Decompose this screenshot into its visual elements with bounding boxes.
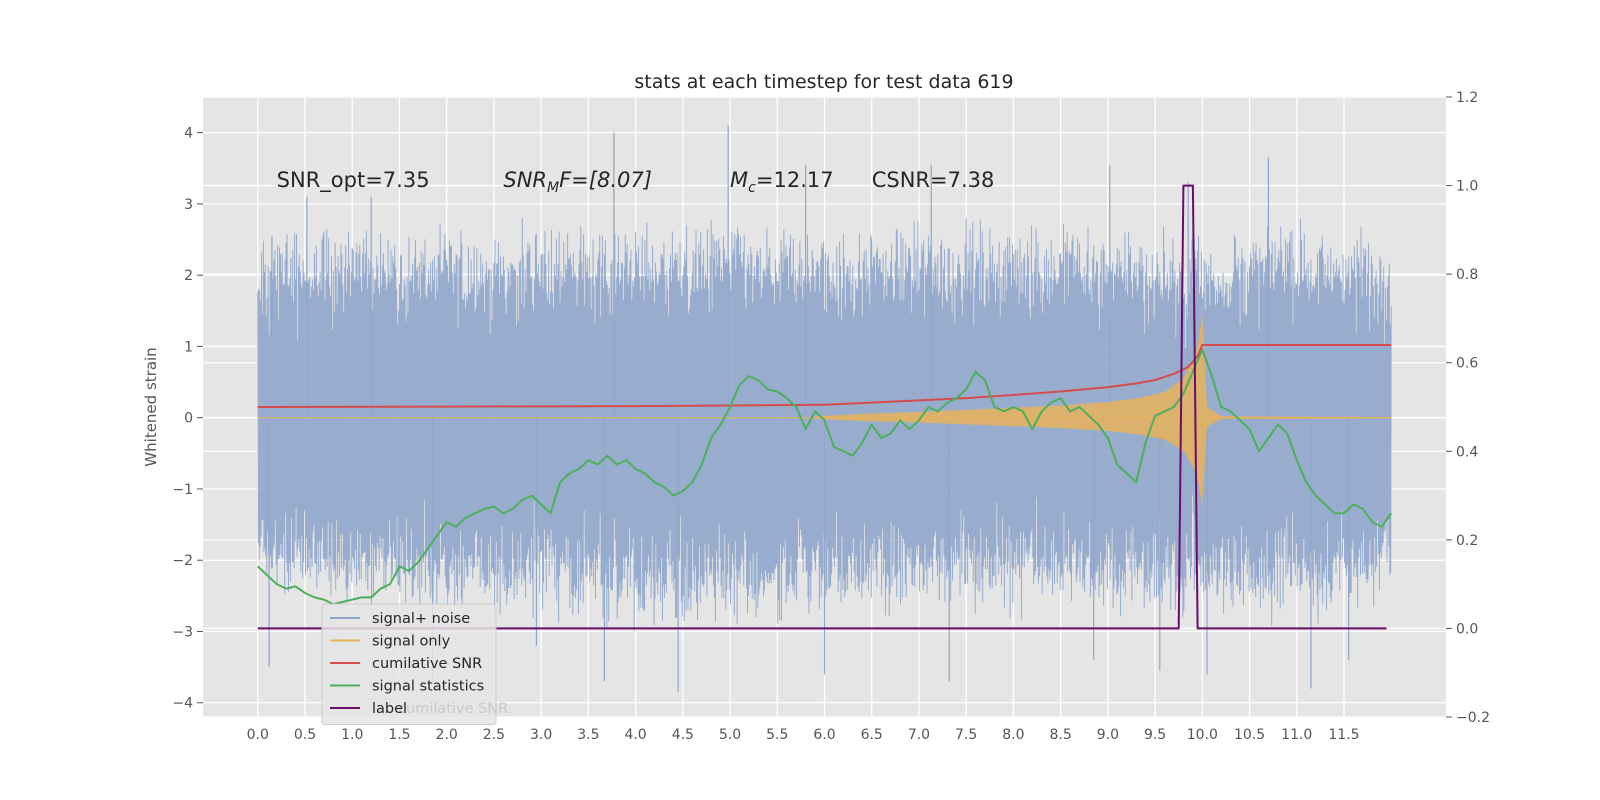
legend-box: [321, 603, 497, 725]
annotation-symbol: M: [730, 168, 748, 192]
x-tick-label: 8.5: [1049, 727, 1071, 743]
legend-label: signal+ noise: [372, 611, 470, 627]
x-tick-label: 6.5: [861, 727, 883, 743]
x-tick-label: 4.0: [624, 727, 646, 743]
x-tick-label: 3.0: [530, 727, 552, 743]
y2-tick-label: 0.2: [1456, 533, 1478, 549]
x-tick-label: 7.5: [955, 727, 977, 743]
annotations-layer: SNR_opt=7.35 SNRMF=[8.07] Mc=12.17 CSNR=7.3…: [277, 168, 995, 196]
x-tick-label: 9.0: [1097, 727, 1119, 743]
x-tick-label: 0.0: [247, 727, 269, 743]
y-tick-label: 2: [184, 268, 193, 284]
legend-ghost-text: cumilative SNR: [398, 701, 508, 717]
y2-tick-label: 1.2: [1456, 90, 1478, 106]
y2-tick-label: −0.2: [1456, 710, 1490, 726]
y-tick-label: 3: [184, 197, 193, 213]
legend-label: label: [372, 701, 407, 717]
x-tick-label: 4.5: [672, 727, 694, 743]
x-tick-label: 10.5: [1234, 727, 1265, 743]
annotation-subscript: c: [748, 180, 756, 196]
x-tick-label: 8.0: [1002, 727, 1024, 743]
annotation-2: Mc=12.17: [730, 168, 834, 196]
y-tick-label: 4: [184, 126, 193, 142]
x-tick-label: 11.0: [1281, 727, 1312, 743]
annotation-1: SNRMF=[8.07]: [503, 168, 652, 196]
x-tick-label: 2.5: [483, 727, 505, 743]
axes-layer: 0.0 0.5 1.0 1.5 2.0 2.5 3.0 3.5 4.0 4.5 5.0 5.5 6.0 6…: [172, 90, 1490, 743]
y-tick-label: 1: [184, 339, 193, 355]
x-tick-label: 7.0: [908, 727, 930, 743]
y-tick-label: −2: [172, 553, 193, 569]
x-tick-label: 0.5: [294, 727, 316, 743]
chart-title: stats at each timestep for test data 619: [634, 71, 1013, 93]
x-tick-label: 5.5: [766, 727, 788, 743]
legend-label: cumilative SNR: [372, 656, 482, 672]
legend: cumilative SNR signal+ noise signal only cu…: [321, 603, 508, 725]
y-tick-label: 0: [184, 411, 193, 427]
annotation-value: =12.17: [756, 168, 834, 192]
signal-statistics-line: [257, 348, 1393, 606]
legend-label: signal statistics: [372, 679, 484, 695]
signal-only-series: [257, 314, 1392, 506]
annotation-3: CSNR=7.38: [872, 168, 995, 192]
x-tick-label: 10.0: [1187, 727, 1218, 743]
x-tick-label: 5.0: [719, 727, 741, 743]
line-series-layer: [257, 184, 1393, 630]
x-tick-label: 9.5: [1144, 727, 1166, 743]
x-tick-label: 6.0: [813, 727, 835, 743]
x-tick-label: 11.5: [1328, 727, 1359, 743]
y2-tick-label: 0.6: [1456, 356, 1478, 372]
annotation-value: F=[8.07]: [559, 168, 652, 192]
y-tick-label: −1: [172, 482, 193, 498]
x-tick-label: 2.0: [436, 727, 458, 743]
y2-tick-label: 0.4: [1456, 444, 1478, 460]
x-tick-label: 1.5: [388, 727, 410, 743]
y2-tick-label: 1.0: [1456, 179, 1478, 195]
y-tick-label: −3: [172, 624, 193, 640]
y2-tick-label: 0.0: [1456, 621, 1478, 637]
signal-only-envelope: [815, 314, 1392, 506]
x-tick-label: 1.0: [341, 727, 363, 743]
signal-noise-series: [257, 125, 1392, 693]
y2-tick-label: 0.8: [1456, 267, 1478, 283]
legend-label: signal only: [372, 634, 451, 650]
annotation-symbol: SNR: [503, 168, 547, 192]
annotation-subscript: M: [547, 180, 559, 196]
y-axis-label: Whitened strain: [142, 347, 160, 466]
y-tick-label: −4: [172, 696, 193, 712]
annotation-0: SNR_opt=7.35: [277, 168, 430, 193]
noise-trace: [257, 217, 1392, 632]
label-line: [257, 184, 1387, 630]
x-tick-label: 3.5: [577, 727, 599, 743]
